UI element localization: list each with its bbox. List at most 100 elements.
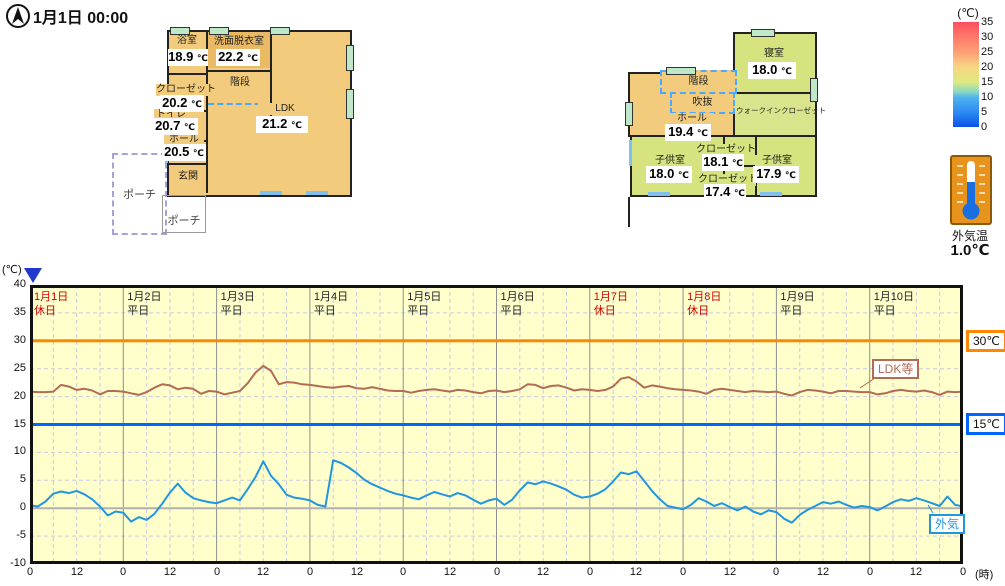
daytype-label: 平日 [780,305,803,317]
y-tick-label: 5 [19,473,26,485]
room-label-washroom: 洗面脱衣室 [209,36,269,48]
scale-tick-label: 25 [981,46,994,58]
daytype-label: 平日 [873,305,896,317]
door-mark [629,140,632,166]
room-label-ldk: LDK [258,103,312,115]
date-label: 1月9日 [780,291,815,303]
scale-tick-label: 30 [981,31,994,43]
date-label: 1月6日 [500,291,535,303]
room-label-closet: クローゼット [156,84,216,96]
y-tick-label: 15 [13,418,26,430]
room-label-stairs: 階段 [222,77,258,89]
window-marker [346,89,354,119]
date-label: 1月4日 [313,291,349,303]
wall [206,70,272,72]
daytype-label: 休日 [34,305,56,317]
date-label: 1月3日 [220,291,255,303]
wall [270,32,272,120]
date-label: 1月7日 [593,291,629,303]
room-label-entrance: 玄関 [172,171,204,183]
y-tick-label: 10 [13,445,26,457]
x-tick-label: 0 [586,566,594,578]
room-temp-closet2: 17.4 ℃ [704,184,746,201]
room-label-closet2: クローゼット [698,174,758,186]
x-tick-label: 0 [679,566,687,578]
door-mark [306,191,328,195]
window-marker [170,27,190,35]
x-tick-label: 0 [119,566,127,578]
x-tick-label: 0 [866,566,874,578]
y-tick-label: 0 [19,501,26,513]
room-temp-ldk: 21.2 ℃ [256,116,308,133]
x-tick-label: 0 [306,566,314,578]
x-tick-label: 12 [723,566,737,578]
thermometer-icon [950,155,992,225]
floor2-plan: 階段 吹抜 寝室 18.0 ℃ ホール 19.4 ℃ ウォークインクローゼット … [620,20,830,235]
x-tick-label: 12 [909,566,923,578]
room-label-child2: 子供室 [755,155,799,167]
scale-tick-label: 0 [981,121,988,133]
room-temp-child2: 17.9 ℃ [753,166,799,183]
x-tick-label: 0 [26,566,34,578]
room-temp-washroom: 22.2 ℃ [216,49,260,66]
y-tick-label: 40 [13,278,26,290]
current-time-marker[interactable] [24,268,42,283]
scale-tick-label: 15 [981,76,994,88]
date-label: 1月2日 [127,291,162,303]
north-arrow-icon [6,4,30,28]
room-void: 吹抜 [670,92,735,114]
wall [167,163,208,165]
room-temp-closet1: 18.1 ℃ [702,154,744,171]
daytype-label: 休日 [687,305,710,317]
room-label-hall1: ホール [164,134,204,146]
date-label: 1月5日 [407,291,442,303]
door-mark [760,192,782,196]
x-tick-label: 12 [350,566,364,578]
scale-tick-label: 10 [981,91,994,103]
window-marker [270,27,290,35]
room-label-bath: 浴室 [170,35,204,47]
y-tick-label: 35 [13,306,26,318]
stairs-dashed-edge [208,103,270,105]
wall [628,197,630,227]
room-label-void: 吹抜 [692,97,713,108]
date-label: 1月8日 [687,291,722,303]
room-temp-hall2: 19.4 ℃ [665,124,711,141]
porch-label: ポーチ [123,189,156,201]
x-tick-label: 0 [959,566,967,578]
daytype-label: 平日 [127,305,150,317]
room-temp-bath: 18.9 ℃ [168,49,208,66]
x-tick-label: 12 [629,566,643,578]
x-tick-label: 12 [163,566,177,578]
y-tick-label: -5 [16,529,26,541]
daytype-label: 平日 [407,305,430,317]
room-temp-toilet: 20.7 ℃ [152,118,198,135]
room-label-bedroom: 寝室 [748,48,800,60]
window-marker [666,67,696,75]
series-label-ldk: LDK等 [872,359,920,379]
daytype-label: 休日 [593,305,616,317]
y-tick-label: 30 [13,334,26,346]
temperature-scale-bar [953,22,979,127]
window-marker [346,45,354,71]
daytype-label: 平日 [500,305,523,317]
y-tick-label: 25 [13,362,26,374]
window-marker [810,78,818,102]
x-tick-label: 12 [256,566,270,578]
room-temp-hall1: 20.5 ℃ [162,144,206,161]
porch-label: ポーチ [167,215,201,227]
outdoor-temp-label: 外気温 [951,229,988,243]
porch-area: ポーチ [112,153,167,235]
x-tick-label: 0 [772,566,780,578]
room-label-stairs2: 階段 [688,76,709,87]
room-temp-closet: 20.2 ℃ [160,95,204,112]
room-label-closet1: クローゼット [696,144,756,156]
room-temp-bedroom: 18.0 ℃ [748,62,796,79]
x-tick-label: 12 [536,566,550,578]
x-tick-label: 0 [399,566,407,578]
ref-line-label-15: 15℃ [966,413,1005,435]
x-tick-label: 12 [443,566,457,578]
porch-area-2: ポーチ [162,195,206,233]
door-mark [648,192,670,196]
